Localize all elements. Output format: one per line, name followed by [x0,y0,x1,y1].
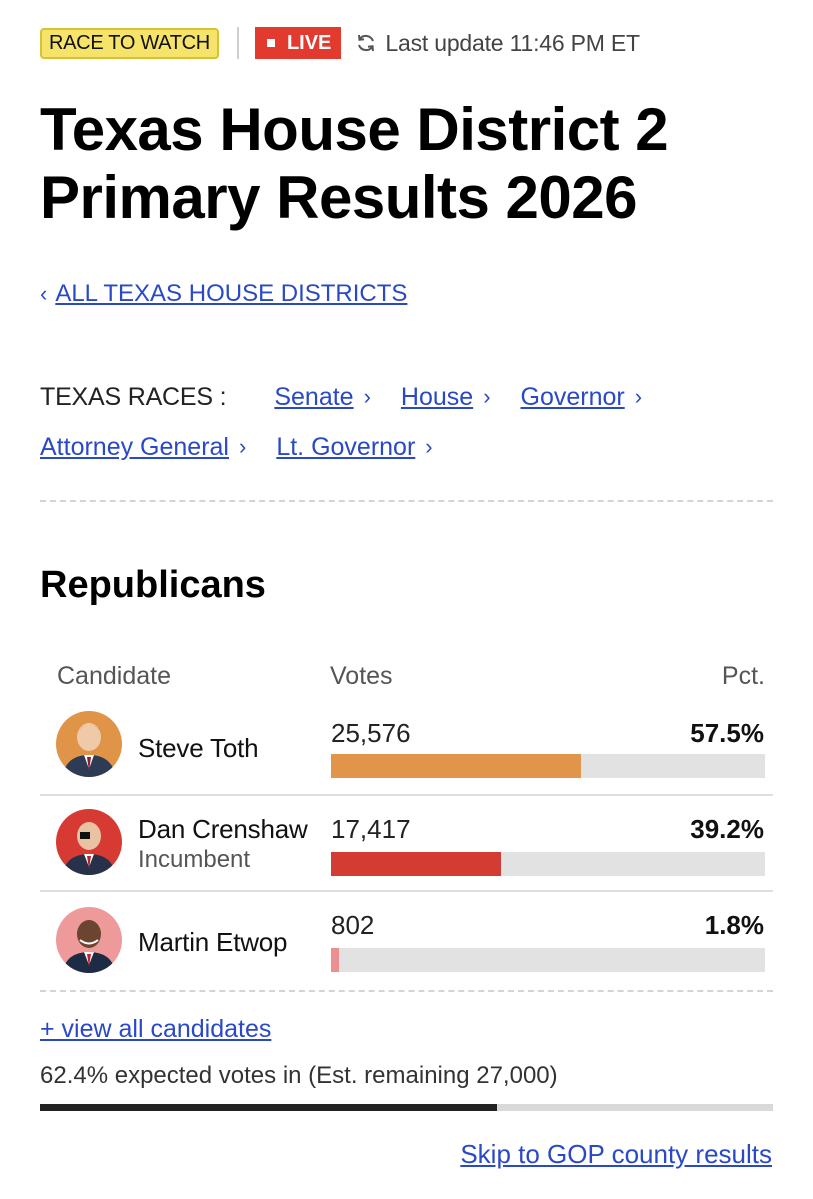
all-districts-link[interactable]: ‹ ALL TEXAS HOUSE DISTRICTS [40,280,407,308]
refresh-icon[interactable] [355,32,377,54]
expected-votes-bar [40,1104,773,1111]
vote-share-bar [331,852,765,876]
avatar [56,907,122,973]
race-link-lt-governor[interactable]: Lt. Governor › [276,433,432,462]
vote-share-bar [331,754,765,778]
section-divider [40,990,773,992]
results-table-header: Candidate Votes Pct. [57,662,765,694]
candidate-row: Dan Crenshaw Incumbent 17,417 39.2% [40,796,773,892]
expected-votes-text: 62.4% expected votes in (Est. remaining … [40,1062,558,1089]
race-link-label: Governor [520,382,625,411]
last-update-text: Last update 11:46 PM ET [385,29,640,56]
chevron-right-icon: › [634,384,643,409]
view-all-candidates-link[interactable]: + view all candidates [40,1015,272,1043]
chevron-right-icon: › [363,384,371,409]
race-link-label: Attorney General [40,432,229,461]
vote-share-fill [331,948,339,972]
candidate-pct: 57.5% [690,718,764,748]
divider [236,27,239,59]
vote-share-bar [331,948,765,972]
race-to-watch-badge: RACE TO WATCH [40,27,219,59]
candidate-votes: 802 [331,910,375,940]
candidate-pct: 1.8% [704,910,764,940]
candidate-votes: 25,576 [331,718,411,748]
candidate-name: Steve Toth [138,733,259,763]
texas-races-label: TEXAS RACES : [40,382,227,411]
vote-share-fill [331,754,581,778]
section-divider [40,500,773,502]
status-bar: RACE TO WATCH LIVE Last update 11:46 PM … [40,26,640,60]
race-link-label: House [400,382,474,411]
candidate-status: Incumbent [138,846,251,873]
vote-share-fill [331,852,502,876]
avatar [56,711,122,777]
chevron-left-icon: ‹ [40,281,48,306]
live-dot-icon [266,39,275,47]
texas-races-nav: TEXAS RACES : Senate › House › Governor … [40,380,780,464]
candidate-name: Dan Crenshaw [138,814,308,844]
race-link-attorney-general[interactable]: Attorney General › [40,433,246,462]
all-districts-link-label: ALL TEXAS HOUSE DISTRICTS [55,280,408,307]
pct-column-header: Pct. [721,662,765,690]
candidate-column-header: Candidate [57,662,171,690]
race-link-label: Lt. Governor [276,432,416,461]
live-label: LIVE [286,32,332,54]
chevron-right-icon: › [425,434,433,459]
avatar [56,809,122,875]
candidate-row: Martin Etwop 802 1.8% [40,892,773,988]
votes-column-header: Votes [330,662,393,690]
chevron-right-icon: › [239,434,247,459]
live-badge: LIVE [254,27,342,59]
candidate-row: Steve Toth 25,576 57.5% [40,700,773,796]
chevron-right-icon: › [483,384,491,409]
candidate-name: Martin Etwop [138,927,288,957]
race-link-house[interactable]: House › [401,383,491,412]
expected-votes-fill [40,1104,498,1111]
race-link-senate[interactable]: Senate › [274,383,371,412]
skip-to-county-results-link[interactable]: Skip to GOP county results [460,1139,772,1169]
party-heading: Republicans [40,564,266,606]
candidate-votes: 17,417 [331,814,411,844]
race-link-label: Senate [274,382,354,411]
page-title: Texas House District 2 Primary Results 2… [40,96,669,231]
candidate-pct: 39.2% [690,814,764,844]
race-link-governor[interactable]: Governor › [521,383,643,412]
